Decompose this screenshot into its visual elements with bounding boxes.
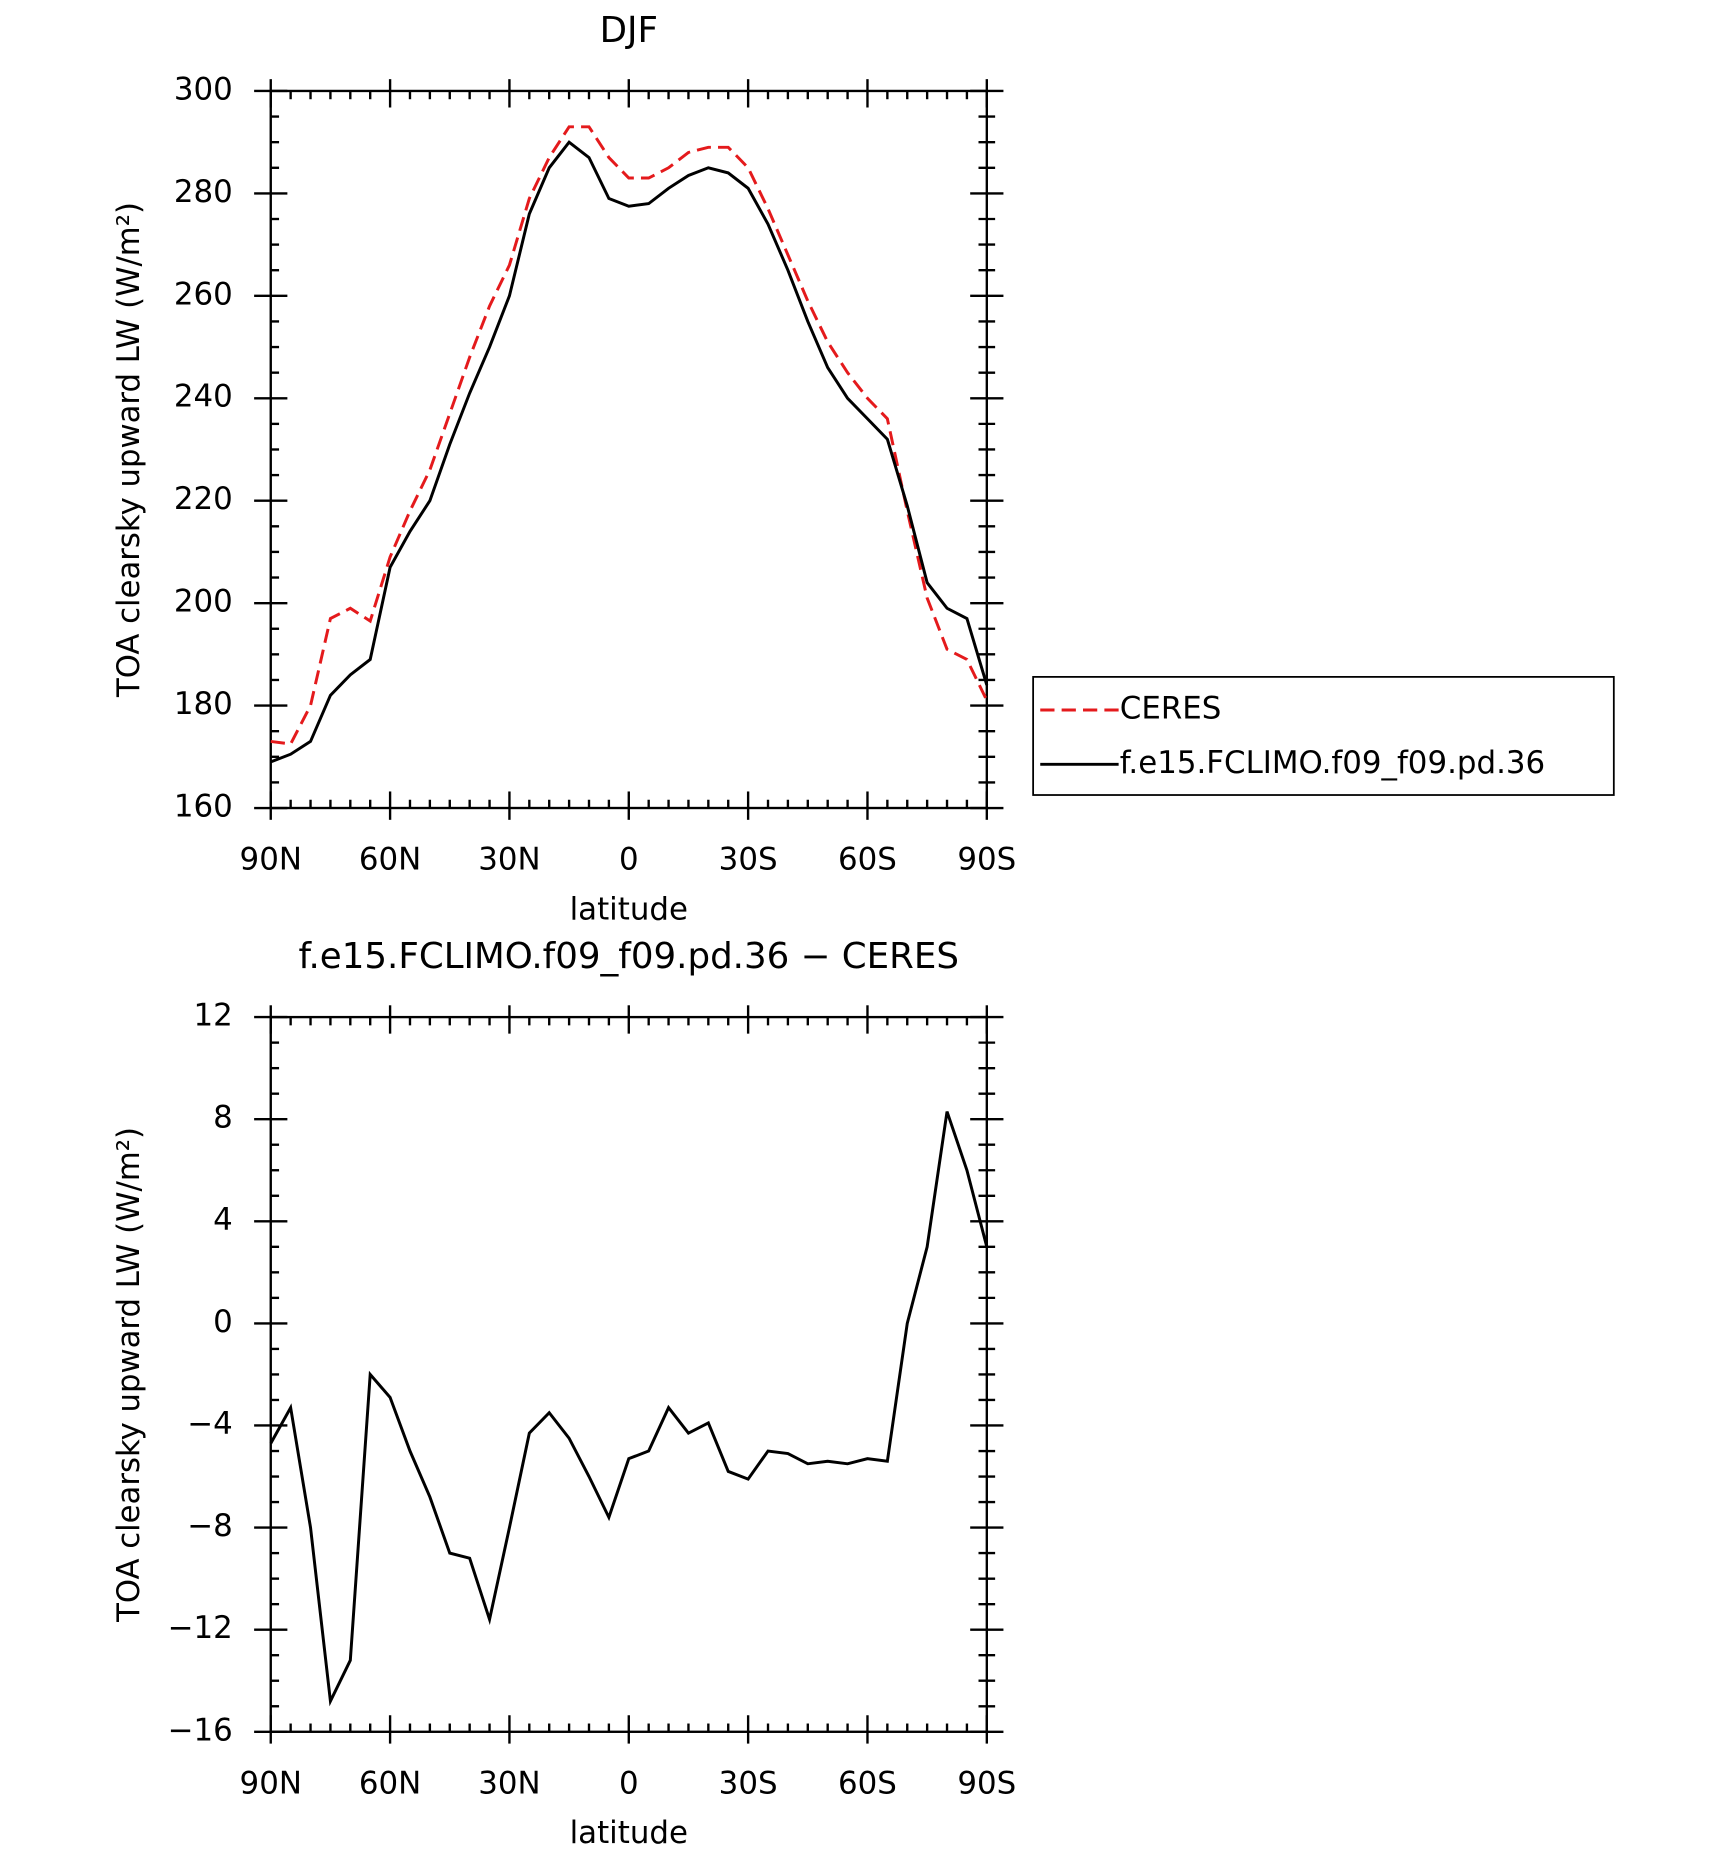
plot-area: DJF latitude TOA clearsky upward LW (W/m²)… — [111, 10, 1615, 1850]
y-tick-label: 300 — [174, 72, 233, 108]
x-tick-label: 30N — [478, 842, 540, 878]
legend-box — [1032, 675, 1615, 796]
y-tick-label: 240 — [174, 379, 233, 415]
y-tick-label: 200 — [174, 584, 233, 620]
y-tick-label: 160 — [174, 789, 233, 825]
chart-title: DJF — [600, 10, 658, 51]
data-line — [269, 1111, 989, 1707]
x-tick-label: 90N — [240, 842, 302, 878]
x-tick-label: 60S — [838, 1765, 897, 1801]
x-tick-label: 30N — [478, 1765, 540, 1801]
x-tick-label: 60N — [359, 842, 421, 878]
y-tick-label: −8 — [187, 1508, 233, 1544]
x-tick-label: 90S — [957, 1765, 1016, 1801]
y-tick-label: 260 — [174, 276, 233, 312]
y-tick-label: 0 — [213, 1304, 233, 1340]
x-tick-label: 30S — [719, 842, 778, 878]
x-tick-label: 60N — [359, 1765, 421, 1801]
y-tick-label: 180 — [174, 686, 233, 722]
x-tick-label: 60S — [838, 842, 897, 878]
y-tick-label: 12 — [193, 998, 232, 1034]
y-tick-label: 8 — [213, 1100, 233, 1136]
legend-label: f.e15.FCLIMO.f09_f09.pd.36 — [1120, 745, 1545, 781]
y-tick-label: 280 — [174, 174, 233, 210]
y-tick-label: 4 — [213, 1202, 233, 1238]
x-axis-label: latitude — [570, 891, 688, 927]
y-tick-label: −16 — [168, 1712, 233, 1748]
x-tick-label: 0 — [619, 842, 639, 878]
y-tick-label: 220 — [174, 481, 233, 517]
y-axis-label: TOA clearsky upward LW (W/m²) — [111, 1127, 147, 1623]
x-axis-label: latitude — [570, 1815, 688, 1850]
data-line — [270, 125, 989, 746]
x-tick-label: 90S — [957, 842, 1016, 878]
x-tick-label: 0 — [619, 1765, 639, 1801]
chart-title: f.e15.FCLIMO.f09_f09.pd.36 − CERES — [299, 936, 959, 977]
y-axis-label: TOA clearsky upward LW (W/m²) — [111, 202, 147, 698]
y-tick-label: −12 — [168, 1610, 233, 1646]
data-line — [270, 140, 989, 764]
x-tick-label: 30S — [719, 1765, 778, 1801]
axes-frame — [269, 89, 988, 810]
x-tick-label: 90N — [240, 1765, 302, 1801]
y-tick-label: −4 — [187, 1406, 233, 1442]
legend-label: CERES — [1120, 691, 1222, 727]
axes-frame — [269, 1015, 988, 1733]
